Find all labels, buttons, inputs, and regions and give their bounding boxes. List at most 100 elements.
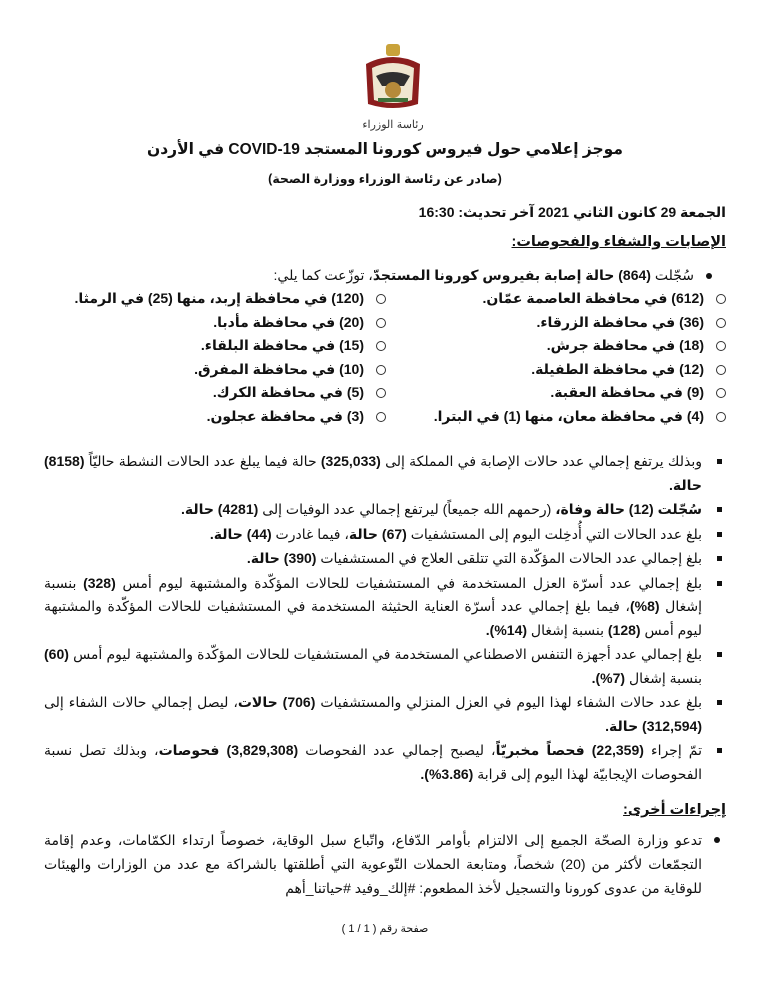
text: بلغ إجمالي عدد الحالات المؤكّدة التي تتل… (316, 550, 702, 566)
governorate-item: (612) في محافظة العاصمة عمّان. (396, 290, 726, 314)
governorate-text: (15) في محافظة البلقاء. (200, 337, 364, 353)
circle-bullet-icon (716, 294, 726, 305)
bold-text: (706) حالات (237, 694, 316, 710)
circle-bullet-icon (716, 388, 726, 399)
governorate-text: (36) في محافظة الزرقاء. (536, 313, 704, 330)
circle-bullet-icon (716, 364, 726, 375)
text: ، توزّعت كما يلي: (273, 267, 373, 283)
statistics-list: وبذلك يرتفع إجمالي عدد حالات الإصابة في … (44, 450, 726, 787)
bold-text: (864) حالة إصابة بفيروس كورونا المستجدّ (372, 267, 651, 283)
statistic-item: بلغ إجمالي عدد أجهزة التنفس الاصطناعي ال… (44, 643, 726, 690)
square-bullet-icon (717, 580, 722, 586)
governorate-text: (18) في محافظة جرش. (546, 337, 704, 353)
governorate-column-1: (612) في محافظة العاصمة عمّان. (36) في مح… (396, 290, 726, 431)
circle-bullet-icon (716, 317, 726, 328)
statistic-item: سُجّلت (12) حالة وفاة، (رحمهم الله جميعا… (44, 498, 726, 522)
page-number: صفحة رقم ( 1 / 1 ) (341, 923, 429, 935)
governorate-text: (612) في محافظة العاصمة عمّان. (482, 290, 704, 306)
bold-text: (8%) (629, 598, 660, 614)
circle-bullet-icon (376, 411, 386, 422)
section-heading-other: إجراءات أخرى: (623, 802, 726, 818)
governorate-text: (5) في محافظة الكرك. (212, 384, 364, 400)
text: ، فيما غادرت (271, 525, 349, 542)
text: بنسبة إشغال (44, 574, 702, 615)
section-heading-cases: الإصابات والشفاء والفحوصات: (511, 234, 726, 250)
bold-text: (3,829,308) فحوصات (158, 742, 299, 758)
governorate-item: (9) في محافظة العقبة. (396, 384, 726, 408)
bold-text: (67) حالة (348, 525, 407, 542)
bold-text: (390) حالة. (246, 550, 317, 566)
bold-text: (328) (83, 574, 116, 591)
governorate-item: (10) في محافظة المفرق. (56, 361, 386, 385)
bold-text: (60) (44, 646, 69, 662)
square-bullet-icon (717, 507, 722, 512)
circle-bullet-icon (716, 411, 726, 422)
square-bullet-icon (717, 700, 722, 705)
statistic-item: بلغ إجمالي عدد أسرّة العزل المستخدمة في … (44, 572, 726, 643)
statistic-item: تمّ إجراء (22,359) فحصاً مخبريّاً، ليصبح… (44, 739, 726, 786)
statistic-item: وبذلك يرتفع إجمالي عدد حالات الإصابة في … (44, 450, 726, 497)
date-line: الجمعة 29 كانون الثاني 2021 آخر تحديث: 1… (418, 204, 726, 220)
bold-text: (44) حالة. (209, 525, 272, 542)
text: ، وبذلك تصل نسبة الفحوصات الإيجابيّة لهذ… (44, 742, 702, 782)
page-title: موجز إعلامي حول فيروس كورونا المستجد COV… (147, 141, 623, 158)
bold-text: (14%). (485, 621, 528, 638)
governorate-text: (20) في محافظة مأدبا. (213, 313, 364, 330)
circle-bullet-icon (376, 388, 386, 399)
bullet-icon (706, 273, 712, 280)
governorate-text: (4) في محافظة معان، منها (1) في البترا. (433, 407, 704, 424)
square-bullet-icon (717, 459, 722, 464)
emblem-caption: رئاسة الوزراء (362, 118, 423, 131)
text: بلغ إجمالي عدد أسرّة العزل المستخدمة في … (115, 574, 702, 591)
governorate-text: (10) في محافظة المفرق. (194, 360, 364, 377)
governorate-item: (18) في محافظة جرش. (396, 337, 726, 361)
text: بلغ عدد حالات الشفاء لهذا اليوم في العزل… (315, 694, 702, 710)
circle-bullet-icon (376, 341, 386, 352)
text: بنسبة إشغال (625, 669, 702, 686)
text: ، فيما بلغ إجمالي عدد أسرّة العناية الحث… (44, 598, 702, 638)
text: ، ليصبح إجمالي عدد الفحوصات (298, 742, 496, 758)
lead-bullet: سُجّلت (864) حالة إصابة بفيروس كورونا ال… (274, 267, 712, 284)
governorate-item: (5) في محافظة الكرك. (56, 384, 386, 408)
governorate-item: (3) في محافظة عجلون. (56, 408, 386, 432)
bold-text: (128) (607, 621, 641, 638)
circle-bullet-icon (716, 341, 726, 352)
bold-text: (7%). (591, 669, 626, 686)
text: بلغ عدد الحالات التي أُدخِلت اليوم إلى ا… (406, 525, 702, 542)
governorate-item: (12) في محافظة الطفيلة. (396, 361, 726, 385)
text: بنسبة إشغال (527, 621, 608, 638)
square-bullet-icon (717, 748, 722, 753)
bold-text: (325,033) (320, 453, 381, 469)
text: بلغ إجمالي عدد أجهزة التنفس الاصطناعي ال… (68, 646, 702, 662)
governorate-item: (4) في محافظة معان، منها (1) في البترا. (396, 408, 726, 432)
jordan-emblem-logo: رئاسة الوزراء (358, 42, 428, 134)
square-bullet-icon (717, 556, 722, 561)
bold-text: سُجّلت (12) حالة وفاة، (555, 501, 702, 517)
statistic-item: بلغ إجمالي عدد الحالات المؤكّدة التي تتل… (44, 547, 726, 571)
bold-text: (4281) حالة. (180, 501, 259, 517)
circle-bullet-icon (376, 317, 386, 328)
governorate-text: (9) في محافظة العقبة. (550, 384, 704, 400)
other-measures-text: تدعو وزارة الصحّة الجميع إلى الالتزام بأ… (44, 832, 702, 896)
bold-text: (312,594) حالة. (605, 717, 702, 734)
governorate-text: (3) في محافظة عجلون. (206, 407, 364, 424)
governorate-item: (15) في محافظة البلقاء. (56, 337, 386, 361)
text: حالة فيما يبلغ عدد الحالات النشطة حاليّا… (84, 453, 321, 469)
other-measures-item: تدعو وزارة الصحّة الجميع إلى الالتزام بأ… (44, 828, 726, 900)
square-bullet-icon (717, 531, 722, 537)
governorate-text: (12) في محافظة الطفيلة. (531, 360, 704, 377)
lead-text: سُجّلت (864) حالة إصابة بفيروس كورونا ال… (274, 267, 694, 283)
bullet-icon (714, 837, 720, 843)
circle-bullet-icon (376, 364, 386, 375)
governorate-text: (120) في محافظة إربد، منها (25) في الرمث… (74, 290, 364, 306)
circle-bullet-icon (376, 294, 386, 305)
bold-text: (22,359) فحصاً مخبريّاً (495, 742, 644, 758)
text: ، ليصل إجمالي حالات الشفاء إلى (44, 694, 238, 710)
text: تمّ إجراء (643, 742, 703, 758)
governorate-item: (36) في محافظة الزرقاء. (396, 314, 726, 338)
bold-text: (3.86%). (420, 765, 474, 782)
statistic-item: بلغ عدد حالات الشفاء لهذا اليوم في العزل… (44, 691, 726, 738)
governorate-item: (20) في محافظة مأدبا. (56, 314, 386, 338)
text: وبذلك يرتفع إجمالي عدد حالات الإصابة في … (380, 453, 702, 469)
statistic-item: بلغ عدد الحالات التي أُدخِلت اليوم إلى ا… (44, 523, 726, 547)
